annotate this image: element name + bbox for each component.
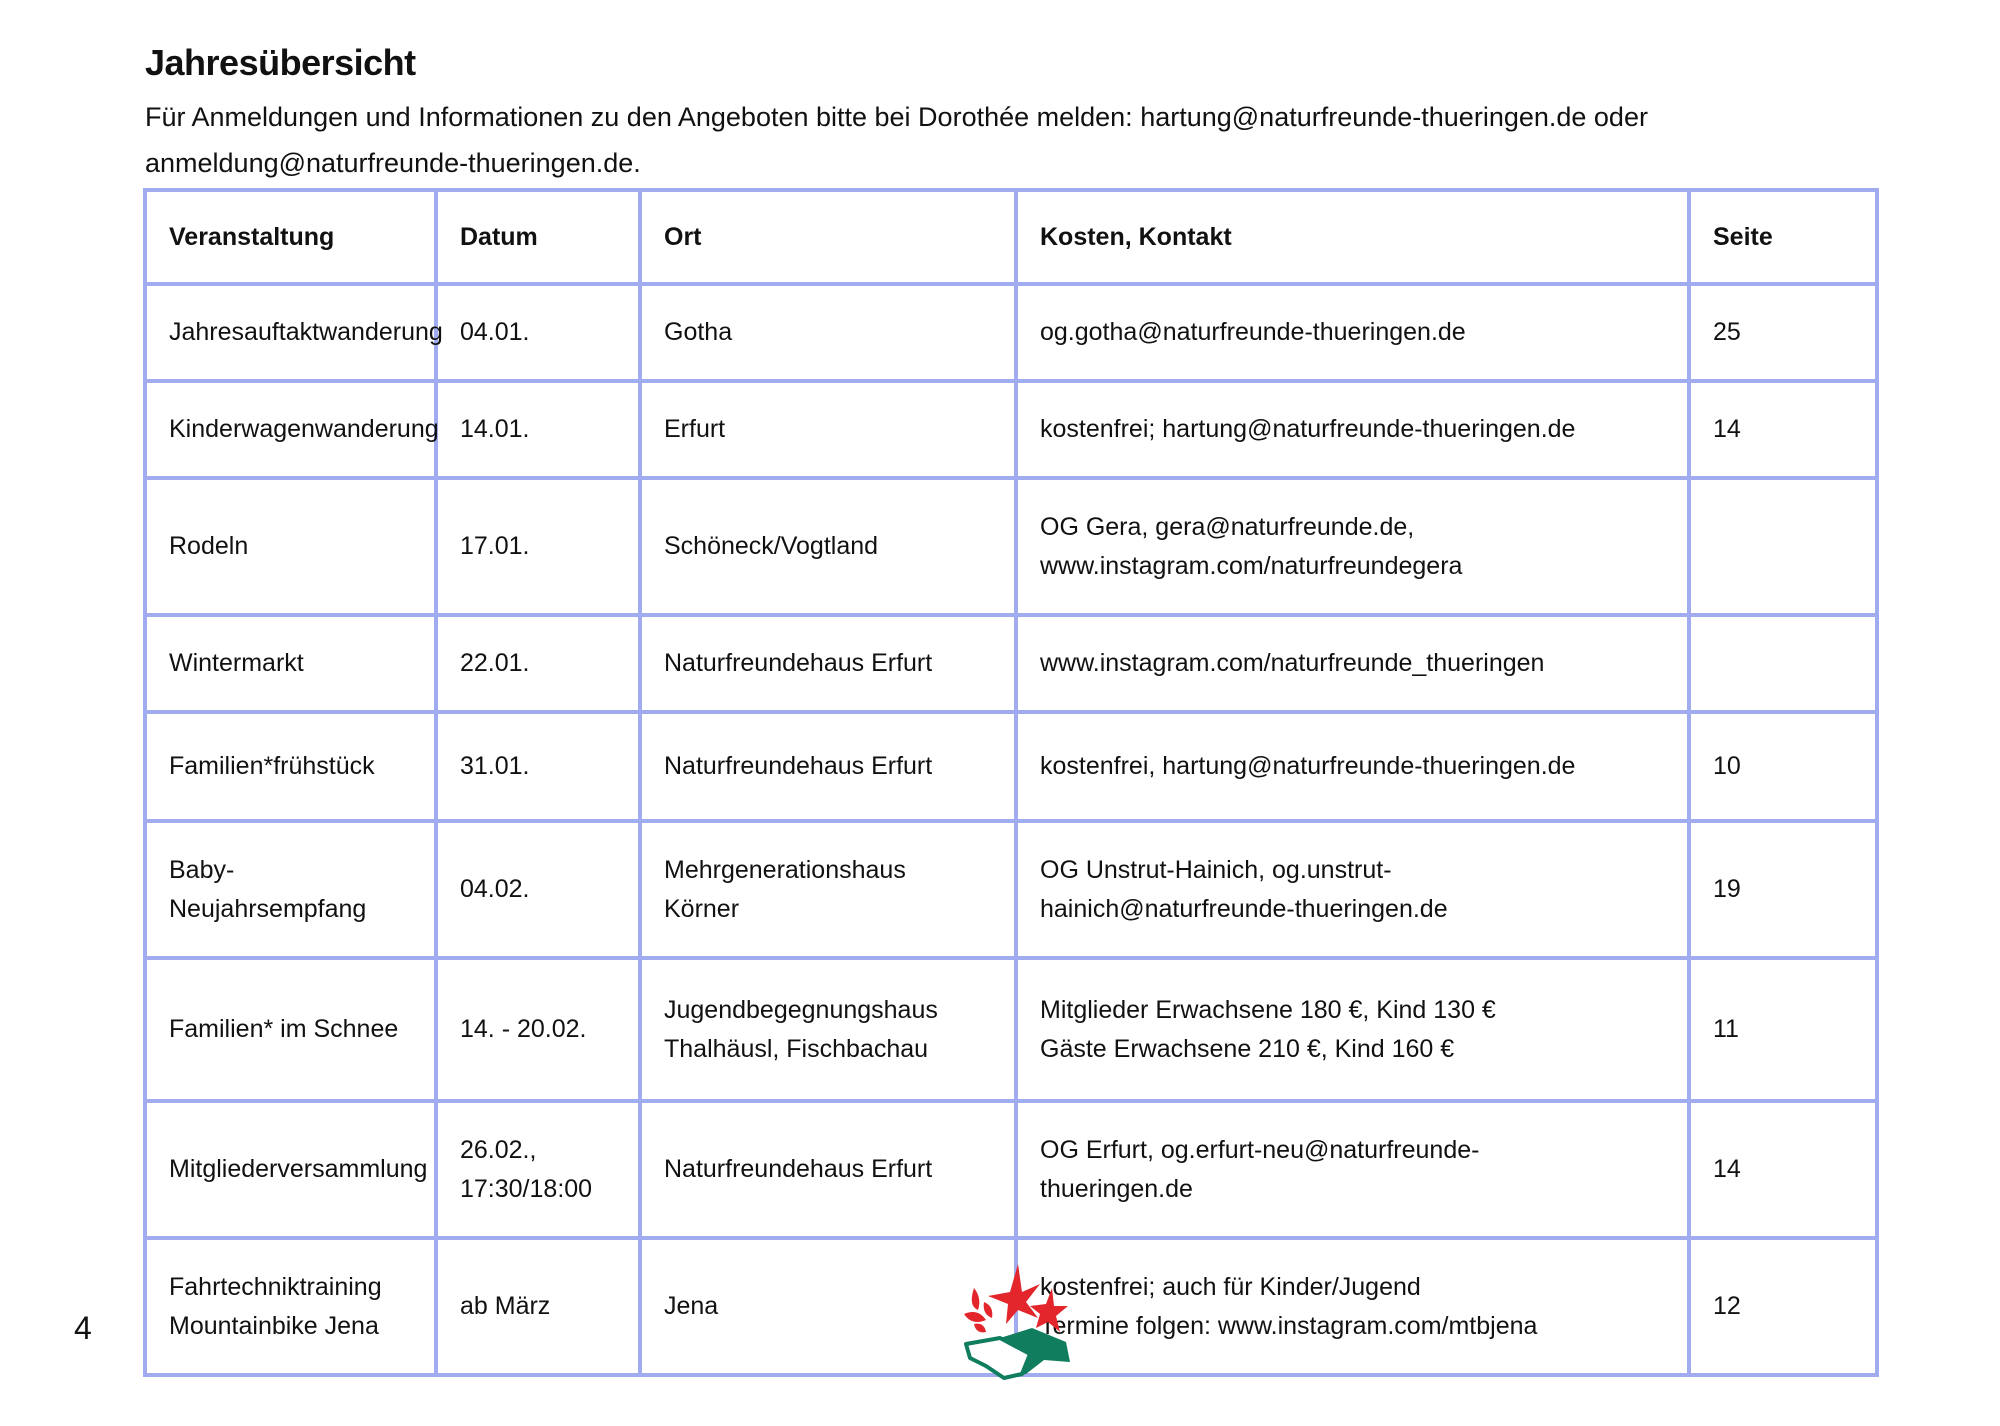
cell-datum: 14. - 20.02. <box>434 956 642 1103</box>
cell-veranstaltung: Wintermarkt <box>143 613 438 714</box>
table-row: Familien* im Schnee 14. - 20.02. Jugendbeg… <box>143 956 1879 1103</box>
table-row: Wintermarkt 22.01. Naturfreundehaus Erfurt… <box>143 613 1879 714</box>
cell-kosten-kontakt: og.gotha@naturfreunde-thueringen.de <box>1014 282 1691 383</box>
intro-text: Für Anmeldungen und Informationen zu den… <box>145 102 1648 178</box>
header-kosten-kontakt: Kosten, Kontakt <box>1014 188 1691 286</box>
cell-veranstaltung: Familien*frühstück <box>143 710 438 823</box>
cell-datum: ab März <box>434 1236 642 1377</box>
page-number: 4 <box>74 1310 92 1346</box>
cell-seite: 25 <box>1687 282 1879 383</box>
cell-datum: 04.01. <box>434 282 642 383</box>
page-title: Jahresübersicht <box>145 42 416 83</box>
cell-ort: Naturfreundehaus Erfurt <box>638 710 1018 823</box>
cell-ort: Jugendbegegnungshaus Thalhäusl, Fischbac… <box>638 956 1018 1103</box>
header-seite: Seite <box>1687 188 1879 286</box>
table-row: Kinderwagenwanderung 14.01. Erfurt kostenfr… <box>143 379 1879 480</box>
header-ort: Ort <box>638 188 1018 286</box>
cell-datum: 26.02., 17:30/18:00 <box>434 1099 642 1240</box>
cell-ort: Mehrgenerationshaus Körner <box>638 819 1018 960</box>
cell-seite: 10 <box>1687 710 1879 823</box>
table-row: Jahresauftaktwanderung 04.01. Gotha og.goth… <box>143 282 1879 383</box>
cell-veranstaltung: Fahrtechniktraining Mountainbike Jena <box>143 1236 438 1377</box>
cell-veranstaltung: Kinderwagenwanderung <box>143 379 439 480</box>
cell-kosten-kontakt: OG Unstrut-Hainich, og.unstrut- hainich@… <box>1014 819 1691 960</box>
cell-kosten-kontakt: www.instagram.com/naturfreunde_thueringe… <box>1014 613 1691 714</box>
table-row: Mitgliederversammlung 26.02., 17:30/18:00… <box>143 1099 1879 1240</box>
cell-ort: Jena <box>638 1236 1018 1377</box>
cell-kosten-kontakt: kostenfrei, hartung@naturfreunde-thuerin… <box>1014 710 1691 823</box>
cell-seite <box>1687 476 1879 617</box>
table-row: Rodeln 17.01. Schöneck/Vogtland OG Gera, ge… <box>143 476 1879 617</box>
header-veranstaltung: Veranstaltung <box>143 188 438 286</box>
table-row: Baby-Neujahrsempfang 04.02. Mehrgeneration… <box>143 819 1879 960</box>
cell-ort: Naturfreundehaus Erfurt <box>638 1099 1018 1240</box>
cell-veranstaltung: Baby-Neujahrsempfang <box>143 819 438 960</box>
cell-ort: Gotha <box>638 282 1018 383</box>
naturfreunde-logo-icon <box>964 1264 1070 1380</box>
cell-seite: 14 <box>1687 379 1879 480</box>
cell-ort: Schöneck/Vogtland <box>638 476 1018 617</box>
cell-seite <box>1687 613 1879 714</box>
table-header-row: Veranstaltung Datum Ort Kosten, Kontakt … <box>143 188 1879 286</box>
table-row: Familien*frühstück 31.01. Naturfreundehaus… <box>143 710 1879 823</box>
cell-kosten-kontakt: Mitglieder Erwachsene 180 €, Kind 130 € … <box>1014 956 1691 1103</box>
cell-seite: 12 <box>1687 1236 1879 1377</box>
cell-ort: Naturfreundehaus Erfurt <box>638 613 1018 714</box>
cell-ort: Erfurt <box>638 379 1018 480</box>
cell-veranstaltung: Mitgliederversammlung <box>143 1099 438 1240</box>
table-row: Fahrtechniktraining Mountainbike Jena ab … <box>143 1236 1879 1377</box>
cell-datum: 17.01. <box>434 476 642 617</box>
cell-veranstaltung: Jahresauftaktwanderung <box>143 282 443 383</box>
cell-veranstaltung: Familien* im Schnee <box>143 956 438 1103</box>
header-datum: Datum <box>434 188 642 286</box>
cell-kosten-kontakt: OG Gera, gera@naturfreunde.de, www.insta… <box>1014 476 1691 617</box>
annual-overview-table: Veranstaltung Datum Ort Kosten, Kontakt … <box>143 188 1879 1377</box>
cell-datum: 04.02. <box>434 819 642 960</box>
cell-kosten-kontakt: OG Erfurt, og.erfurt-neu@naturfreunde- t… <box>1014 1099 1691 1240</box>
cell-datum: 31.01. <box>434 710 642 823</box>
cell-kosten-kontakt: kostenfrei; auch für Kinder/Jugend Termi… <box>1014 1236 1691 1377</box>
cell-datum: 14.01. <box>434 379 642 480</box>
cell-kosten-kontakt: kostenfrei; hartung@naturfreunde-thuerin… <box>1014 379 1691 480</box>
cell-veranstaltung: Rodeln <box>143 476 438 617</box>
cell-seite: 14 <box>1687 1099 1879 1240</box>
cell-datum: 22.01. <box>434 613 642 714</box>
cell-seite: 11 <box>1687 956 1879 1103</box>
cell-seite: 19 <box>1687 819 1879 960</box>
